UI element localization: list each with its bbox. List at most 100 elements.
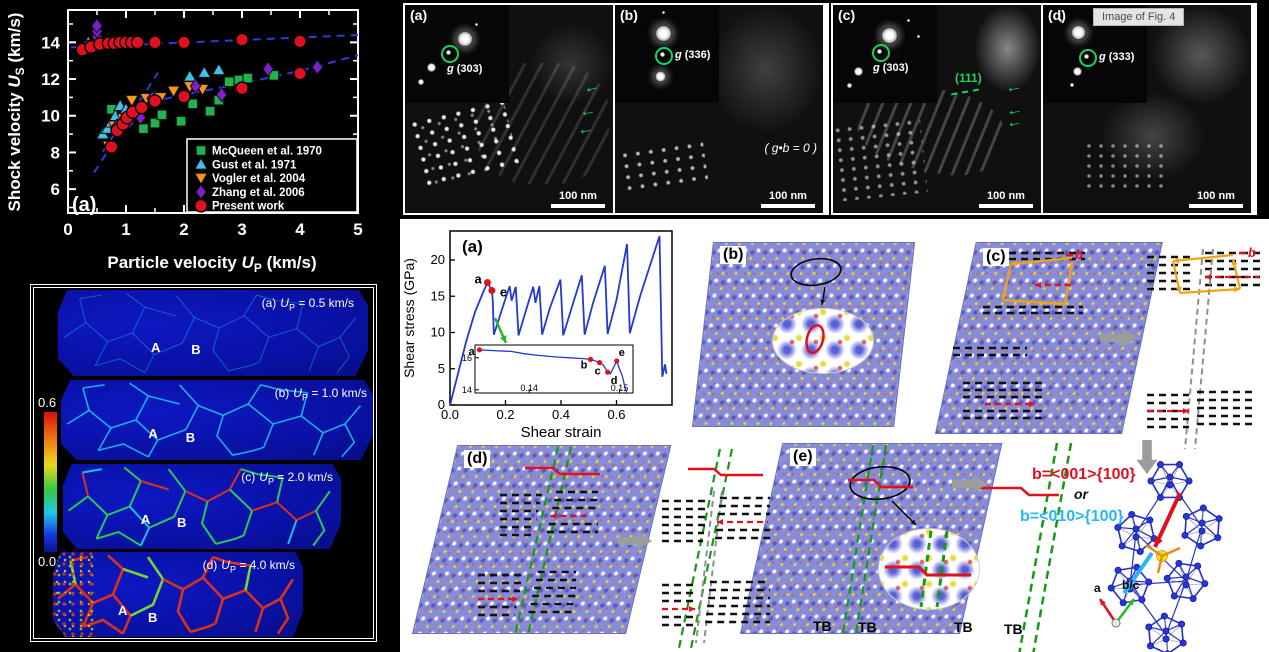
region-label-A: A bbox=[151, 339, 161, 355]
dislocation-schematic-d bbox=[662, 448, 770, 652]
grain-map-frame: 0.6 0.0 (a) UP = 0.5 km/s A B (b) UP = 1.0… bbox=[33, 287, 374, 639]
axis-bc-label: b/c bbox=[1122, 578, 1140, 592]
svg-text:Shock velocity US (km/s): Shock velocity US (km/s) bbox=[5, 13, 27, 212]
u-symbol: U bbox=[280, 296, 289, 310]
g-vector-label: g (303) bbox=[447, 63, 482, 75]
g-vector-circle bbox=[655, 47, 673, 65]
u-symbol: U bbox=[293, 386, 302, 400]
grain-map-label-b: (b) UP = 1.0 km/s bbox=[275, 386, 367, 402]
svg-text:b: b bbox=[581, 359, 588, 371]
scale-bar-label: 100 nm bbox=[987, 190, 1025, 202]
region-label-B: B bbox=[176, 515, 187, 530]
scale-bar-label: 100 nm bbox=[1197, 190, 1235, 202]
diffraction-spot bbox=[847, 83, 852, 88]
svg-text:8: 8 bbox=[51, 143, 60, 162]
g-index: (303) bbox=[882, 62, 909, 74]
svg-text:14: 14 bbox=[41, 33, 60, 52]
colorbar-max-label: 0.6 bbox=[38, 395, 57, 410]
bright-texture bbox=[1084, 142, 1168, 193]
svg-text:0.0: 0.0 bbox=[441, 407, 459, 422]
svg-text:(a): (a) bbox=[462, 237, 483, 256]
region-label-B: B bbox=[191, 341, 201, 357]
dislocation-arrow-icon: ← bbox=[1004, 110, 1025, 133]
panel-letter: (b) bbox=[620, 7, 638, 23]
svg-text:0.2: 0.2 bbox=[496, 407, 514, 422]
svg-text:a: a bbox=[469, 346, 476, 358]
shock-front-speckle bbox=[53, 552, 96, 637]
grain-map-panel-c: (c) UP = 2.0 km/s A B bbox=[63, 464, 341, 549]
unit-cell-highlight bbox=[805, 324, 825, 354]
g-vector-circle bbox=[1079, 49, 1097, 67]
g-symbol: g bbox=[675, 49, 682, 61]
diffraction-spot bbox=[854, 67, 863, 76]
region-label-B: B bbox=[185, 430, 196, 446]
scale-bar-label: 100 nm bbox=[559, 190, 597, 202]
svg-text:Particle velocity UP (km/s): Particle velocity UP (km/s) bbox=[107, 253, 316, 275]
svg-text:0.4: 0.4 bbox=[552, 407, 570, 422]
diffraction-spot bbox=[1073, 67, 1082, 76]
glow-texture bbox=[1101, 92, 1206, 180]
twin-boundary-label: TB bbox=[858, 619, 877, 635]
u-symbol: U bbox=[221, 558, 230, 572]
svg-text:5: 5 bbox=[353, 220, 362, 239]
md-simulation-figure: 0.0 0.2 0.4 0.6 0 5 10 15 20 Shear stress (GPa) Sh… bbox=[400, 219, 1269, 652]
grain-map-panel-d: (d) UP = 4.0 km/s A B bbox=[53, 552, 303, 637]
u-subscript: P bbox=[229, 564, 236, 575]
twin-boundary-label: TB bbox=[813, 618, 832, 634]
grain-map-figure: 0.6 0.0 (a) UP = 0.5 km/s A B (b) UP = 1.0… bbox=[30, 284, 377, 642]
tem-figure: (a) g (303) ← ← ← 100 nm (b) bbox=[400, 0, 1269, 219]
scale-bar-line bbox=[551, 204, 605, 208]
colorbar-min-label: 0.0 bbox=[38, 554, 57, 569]
md-overlay-b bbox=[790, 257, 842, 306]
tem-group-ab: (a) g (303) ← ← ← 100 nm (b) bbox=[403, 3, 829, 215]
scale-bar: 100 nm bbox=[761, 190, 815, 208]
diffraction-spot bbox=[917, 35, 920, 38]
md-overlay-e bbox=[841, 444, 917, 634]
g-vector-label: g (303) bbox=[873, 62, 908, 74]
g-vector-circle bbox=[872, 44, 890, 62]
svg-text:0: 0 bbox=[63, 220, 72, 239]
plane-label: (111) bbox=[955, 71, 982, 85]
panel-letter: (d) bbox=[202, 558, 218, 572]
scale-bar-label: 100 nm bbox=[769, 190, 807, 202]
shear-stress-chart-svg: 0.0 0.2 0.4 0.6 0 5 10 15 20 Shear stress (GPa) Sh… bbox=[401, 230, 673, 441]
dislocation-arrow-icon: ← bbox=[580, 75, 602, 98]
region-label-A: A bbox=[148, 426, 158, 442]
scale-bar-line bbox=[1189, 204, 1243, 208]
grain-map-panel-b: (b) UP = 1.0 km/s A B bbox=[61, 380, 373, 460]
svg-text:Vogler et al. 2004: Vogler et al. 2004 bbox=[212, 173, 306, 185]
twin-boundary-schematic bbox=[975, 442, 1073, 652]
svg-text:14: 14 bbox=[462, 385, 472, 395]
g-vector-circle bbox=[441, 45, 459, 63]
svg-text:10: 10 bbox=[41, 107, 60, 126]
colorbar bbox=[44, 412, 57, 552]
svg-text:5: 5 bbox=[438, 361, 445, 376]
diffraction-inset: g (336) bbox=[615, 5, 719, 103]
crystal-structure-drawing bbox=[1107, 461, 1223, 652]
diffraction-inset: g (303) bbox=[833, 5, 937, 103]
panel-label-e: (e) bbox=[790, 448, 816, 466]
scale-bar: 100 nm bbox=[979, 190, 1033, 208]
grain-map-label-c: (c) UP = 2.0 km/s bbox=[241, 470, 333, 486]
diffraction-spot bbox=[1059, 19, 1062, 22]
svg-text:6: 6 bbox=[51, 180, 60, 199]
scale-bar-line bbox=[979, 204, 1033, 208]
u-subscript: P bbox=[301, 392, 308, 403]
svg-text:1: 1 bbox=[121, 220, 130, 239]
crystal-axes-indicator bbox=[1098, 598, 1135, 628]
bright-dislocation-texture bbox=[410, 98, 521, 191]
g-index: (336) bbox=[684, 49, 711, 61]
grain-map-panel-a: (a) UP = 0.5 km/s A B bbox=[58, 290, 368, 376]
svg-text:Present work: Present work bbox=[212, 201, 285, 213]
svg-text:a: a bbox=[474, 271, 482, 286]
svg-text:10: 10 bbox=[431, 325, 445, 340]
u-subscript: P bbox=[288, 302, 295, 313]
svg-text:4: 4 bbox=[295, 220, 305, 239]
grain-boundaries bbox=[61, 380, 373, 460]
panel-letter: (d) bbox=[1048, 7, 1066, 23]
g-symbol: g bbox=[873, 62, 880, 74]
g-vector-label: g (333) bbox=[1099, 51, 1134, 63]
tem-group-cd: (c) g (303) (111) ← ← ← 100 nm bbox=[831, 3, 1257, 215]
panel-letter: (b) bbox=[274, 386, 290, 400]
